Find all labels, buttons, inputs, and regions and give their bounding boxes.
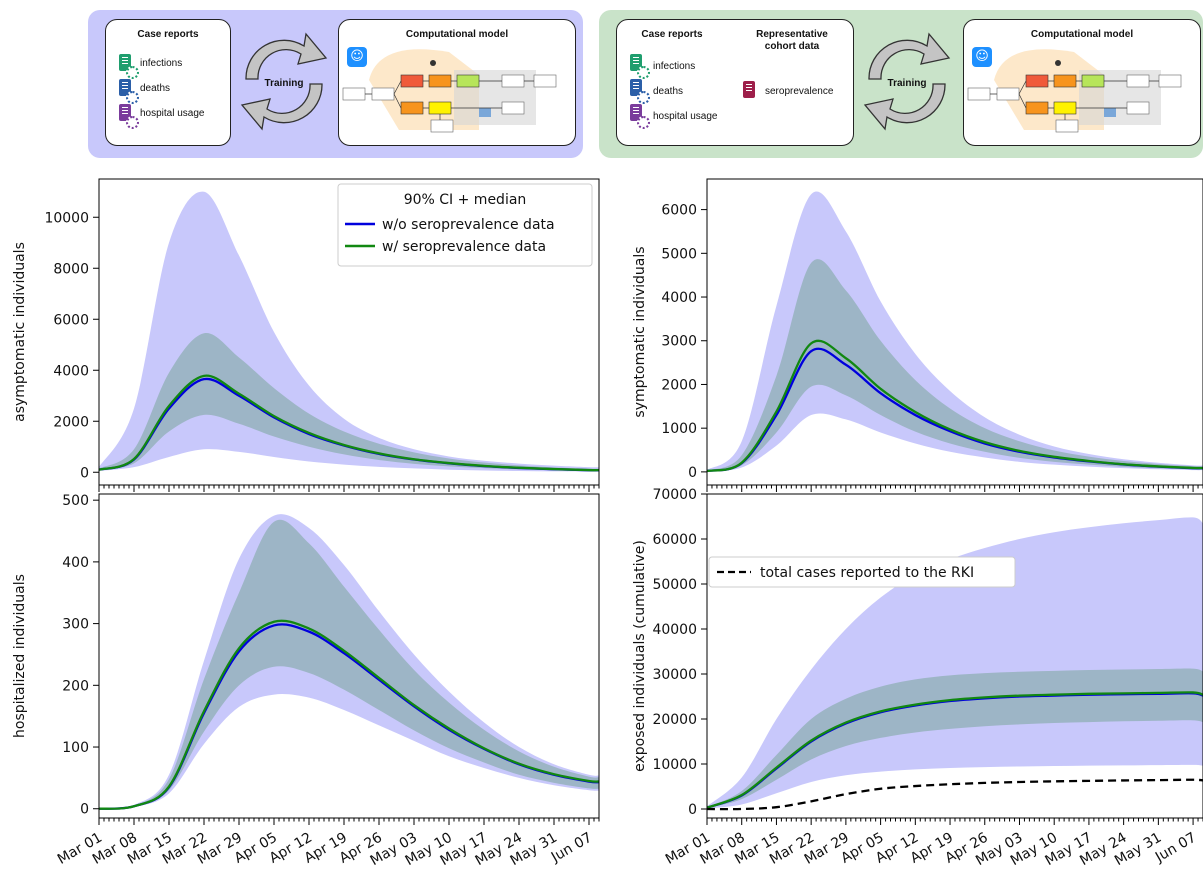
y-tick-label: 2000: [661, 377, 697, 393]
gear-icon: [126, 66, 139, 79]
y-tick-label: 200: [62, 678, 89, 694]
y-tick-label: 40000: [652, 622, 697, 638]
training-cycle-arrows-icon: [863, 32, 951, 131]
y-tick-label: 60000: [652, 532, 697, 548]
y-tick-label: 30000: [652, 667, 697, 683]
compartment-model-icon: [342, 49, 557, 133]
case-reports-and-cohort-box: Case reports infections deaths hospital …: [616, 19, 854, 146]
y-axis-label: hospitalized individuals: [12, 574, 28, 738]
ci90-band-with: [99, 519, 599, 809]
symptomatic-chart: 0 1000 2000 3000 4000 5000 6000 symptomatic ind…: [632, 178, 1203, 492]
computational-model-box: Computational model ☺: [338, 19, 576, 146]
deaths-label: deaths: [140, 83, 171, 94]
computational-model-title: Computational model: [405, 29, 509, 40]
y-tick-label: 10000: [44, 210, 89, 226]
asymptomatic-chart: 0 2000 4000 6000 8000 10000 asymptomatic indiv…: [12, 178, 600, 492]
legend-title: 90% CI + median: [404, 192, 527, 208]
y-tick-label: 10000: [652, 757, 697, 773]
gear-icon: [637, 91, 650, 104]
computational-model-title: Computational model: [1030, 29, 1134, 40]
legend-box: [708, 556, 1016, 588]
y-tick-label: 0: [688, 465, 697, 481]
legend-without-label: w/o seroprevalence data: [382, 217, 555, 233]
legend-with-label: w/ seroprevalence data: [382, 239, 546, 255]
training-label: Training: [264, 78, 304, 89]
y-tick-label: 1000: [661, 421, 697, 437]
case-reports-box: Case reports infections deaths hospital …: [105, 19, 231, 146]
gear-icon: [637, 116, 650, 129]
training-diagram-left: Case reports infections deaths hospital …: [88, 10, 583, 158]
hospital-usage-label: hospital usage: [140, 108, 205, 119]
ci90-band-without: [707, 191, 1203, 472]
ci90-band-with: [707, 668, 1203, 809]
ci90-band-with: [99, 333, 599, 471]
training-diagram-right: Case reports infections deaths hospital …: [599, 10, 1203, 158]
y-tick-label: 0: [688, 802, 697, 818]
cohort-title-line1: Representative: [756, 29, 828, 40]
ci90-band-with: [707, 259, 1203, 472]
deaths-label: deaths: [653, 86, 684, 97]
y-tick-label: 500: [62, 493, 89, 509]
training-label: Training: [887, 78, 927, 89]
y-tick-label: 100: [62, 740, 89, 756]
y-tick-label: 300: [62, 617, 89, 633]
y-tick-label: 20000: [652, 712, 697, 728]
y-axis-label: asymptomatic individuals: [12, 242, 28, 422]
median-line-with: [98, 619, 600, 810]
exposed-chart: 0 10000 20000 30000 40000 50000 60000 70000 expo…: [632, 487, 1203, 869]
case-reports-title: Case reports: [137, 29, 199, 40]
infections-label: infections: [653, 61, 696, 72]
median-line-with: [706, 691, 1203, 809]
y-axis-label: symptomatic individuals: [632, 246, 648, 417]
legend-ci-median: 90% CI + median w/o seroprevalence data …: [337, 183, 593, 267]
median-line-with: [706, 339, 1203, 473]
y-tick-label: 2000: [53, 414, 89, 430]
y-tick-label: 4000: [53, 363, 89, 379]
person-head-icon: ☺: [347, 47, 367, 67]
median-line-with: [98, 374, 600, 472]
y-tick-label: 400: [62, 555, 89, 571]
computational-model-box: Computational model ☺: [963, 19, 1201, 146]
hospital-usage-label: hospital usage: [653, 111, 718, 122]
infections-label: infections: [140, 58, 183, 69]
y-tick-label: 70000: [652, 487, 697, 503]
case-reports-title: Case reports: [641, 29, 703, 40]
compartment-model-icon: [967, 49, 1182, 133]
y-tick-label: 8000: [53, 261, 89, 277]
y-tick-label: 0: [80, 802, 89, 818]
gear-icon: [637, 66, 650, 79]
y-tick-label: 50000: [652, 577, 697, 593]
hospitalized-chart: 0 100 200 300 400 500 hospitalized individuals…: [12, 493, 600, 869]
training-cycle-arrows-icon: [240, 32, 328, 131]
gear-icon: [126, 116, 139, 129]
y-axis-label: exposed individuals (cumulative): [632, 540, 648, 772]
y-tick-label: 4000: [661, 290, 697, 306]
gear-icon: [126, 91, 139, 104]
y-tick-label: 3000: [661, 334, 697, 350]
legend-rki-label: total cases reported to the RKI: [760, 565, 974, 581]
legend-rki: total cases reported to the RKI: [708, 556, 1016, 588]
y-tick-label: 5000: [661, 246, 697, 262]
person-head-icon: ☺: [972, 47, 992, 67]
seroprevalence-document-icon: [743, 81, 755, 98]
y-tick-label: 6000: [661, 203, 697, 219]
seroprevalence-label: seroprevalence: [765, 86, 834, 97]
y-tick-label: 6000: [53, 312, 89, 328]
y-tick-label: 0: [80, 465, 89, 481]
legend-box: [337, 183, 593, 267]
cohort-title-line2: cohort data: [764, 41, 820, 52]
rki-reported-line: [706, 778, 1203, 811]
